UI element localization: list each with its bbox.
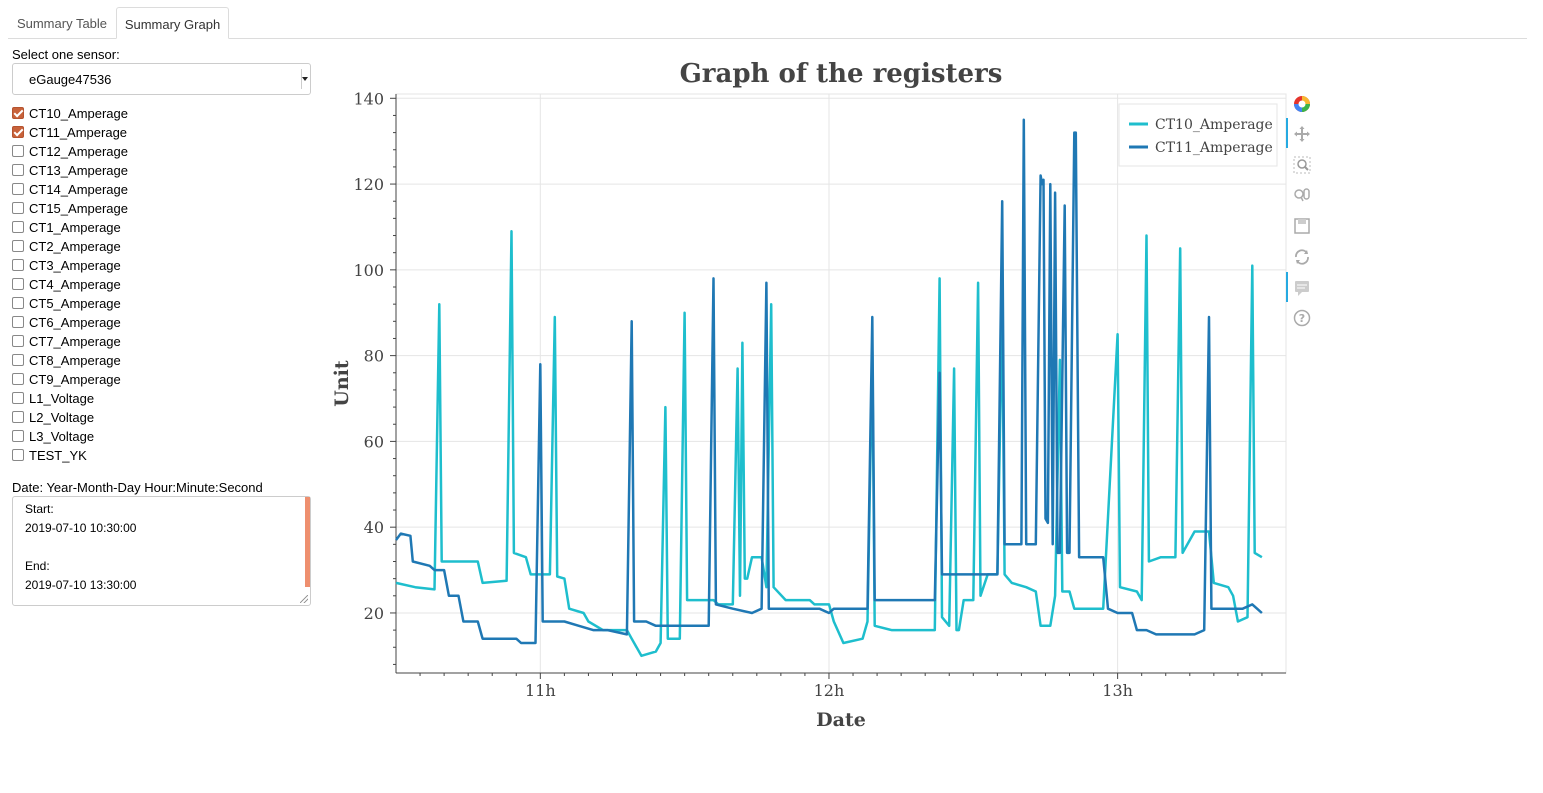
y-tick-label: 100 <box>353 261 384 280</box>
start-label: Start: <box>25 502 54 516</box>
series-line-ct10-amperage <box>395 229 1263 658</box>
register-checkbox-label: CT11_Amperage <box>29 125 128 140</box>
end-value: 2019-07-10 13:30:00 <box>25 578 137 592</box>
register-checkbox[interactable] <box>12 449 24 461</box>
wheel-zoom-icon[interactable] <box>1293 186 1311 204</box>
register-checkbox-label: L2_Voltage <box>29 410 95 425</box>
y-tick-label: 60 <box>364 432 384 451</box>
register-checkbox[interactable] <box>12 107 24 119</box>
register-checkbox-label: CT4_Amperage <box>29 277 121 292</box>
register-checkbox[interactable] <box>12 164 24 176</box>
register-checkbox[interactable] <box>12 126 24 138</box>
x-tick-label: 13h <box>1102 681 1133 700</box>
register-checkbox[interactable] <box>12 278 24 290</box>
register-checkbox-label: CT15_Amperage <box>29 201 128 216</box>
register-checkbox-label: L3_Voltage <box>29 429 95 444</box>
y-tick-label: 40 <box>364 518 384 537</box>
register-checkbox[interactable] <box>12 145 24 157</box>
register-checkbox[interactable] <box>12 221 24 233</box>
sensor-select[interactable]: eGauge47536 <box>12 63 311 95</box>
series-line-ct11-amperage <box>395 118 1263 645</box>
register-checkbox-label: CT8_Amperage <box>29 353 121 368</box>
y-tick-label: 140 <box>353 89 384 108</box>
register-checkbox-label: CT2_Amperage <box>29 239 121 254</box>
register-checkbox[interactable] <box>12 354 24 366</box>
y-tick-label: 20 <box>364 604 384 623</box>
register-checkbox[interactable] <box>12 240 24 252</box>
register-checkbox[interactable] <box>12 316 24 328</box>
register-checkbox[interactable] <box>12 392 24 404</box>
register-checkbox-label: CT3_Amperage <box>29 258 121 273</box>
date-range-label: Date: Year-Month-Day Hour:Minute:Second <box>12 480 263 495</box>
legend-box <box>1118 103 1278 167</box>
register-checkbox-label: CT9_Amperage <box>29 372 121 387</box>
register-checkbox-label: L1_Voltage <box>29 391 95 406</box>
textarea-scrollbar[interactable] <box>305 497 310 587</box>
register-checkbox[interactable] <box>12 373 24 385</box>
register-checkbox[interactable] <box>12 297 24 309</box>
hover-icon[interactable] <box>1293 279 1311 297</box>
help-icon[interactable]: ? <box>1293 309 1311 327</box>
resize-grip-icon[interactable] <box>300 595 308 603</box>
reset-icon[interactable] <box>1293 248 1311 266</box>
sensor-select-value: eGauge47536 <box>29 72 112 87</box>
y-tick-label: 80 <box>364 347 384 366</box>
plot-area <box>395 93 1287 674</box>
register-checkbox-label: CT7_Amperage <box>29 334 121 349</box>
end-label: End: <box>25 559 50 573</box>
start-value: 2019-07-10 10:30:00 <box>25 521 137 535</box>
bokeh-logo-icon[interactable] <box>1293 95 1311 113</box>
register-checkbox-label: CT14_Amperage <box>29 182 128 197</box>
sensor-select-label: Select one sensor: <box>12 47 120 62</box>
legend-label: CT11_Amperage <box>1155 140 1273 156</box>
date-range-textarea[interactable]: Start: 2019-07-10 10:30:00 End: 2019-07-… <box>12 496 311 606</box>
register-checkbox-label: TEST_YK <box>29 448 87 463</box>
register-checkbox-label: CT13_Amperage <box>29 163 128 178</box>
register-checkbox[interactable] <box>12 335 24 347</box>
box-zoom-icon[interactable] <box>1293 156 1311 174</box>
svg-text:?: ? <box>1299 312 1305 325</box>
y-axis-title: Unit <box>331 360 353 407</box>
y-tick-label: 120 <box>353 175 384 194</box>
active-tool-indicator <box>1286 118 1288 148</box>
register-checkbox[interactable] <box>12 202 24 214</box>
tab-bar: Summary Table Summary Graph <box>8 7 1527 39</box>
pan-icon[interactable] <box>1293 125 1311 143</box>
legend-label: CT10_Amperage <box>1155 117 1273 133</box>
register-checkbox-label: CT12_Amperage <box>29 144 128 159</box>
x-tick-label: 12h <box>814 681 845 700</box>
chevron-down-icon <box>301 69 308 89</box>
register-checkbox-label: CT1_Amperage <box>29 220 121 235</box>
plot-toolbar: ? <box>1286 92 1316 332</box>
x-axis-title: Date <box>816 709 866 731</box>
save-icon[interactable] <box>1293 217 1311 235</box>
register-checkbox[interactable] <box>12 259 24 271</box>
register-checkbox[interactable] <box>12 411 24 423</box>
tab-summary-graph[interactable]: Summary Graph <box>116 7 229 39</box>
register-checkbox-label: CT5_Amperage <box>29 296 121 311</box>
register-checkbox[interactable] <box>12 430 24 442</box>
register-checkbox-label: CT10_Amperage <box>29 106 128 121</box>
register-checkbox[interactable] <box>12 183 24 195</box>
x-tick-label: 11h <box>525 681 556 700</box>
active-tool-indicator <box>1286 272 1288 302</box>
chart-title: Graph of the registers <box>680 59 1003 89</box>
register-checkbox-label: CT6_Amperage <box>29 315 121 330</box>
tab-summary-table[interactable]: Summary Table <box>16 16 108 31</box>
